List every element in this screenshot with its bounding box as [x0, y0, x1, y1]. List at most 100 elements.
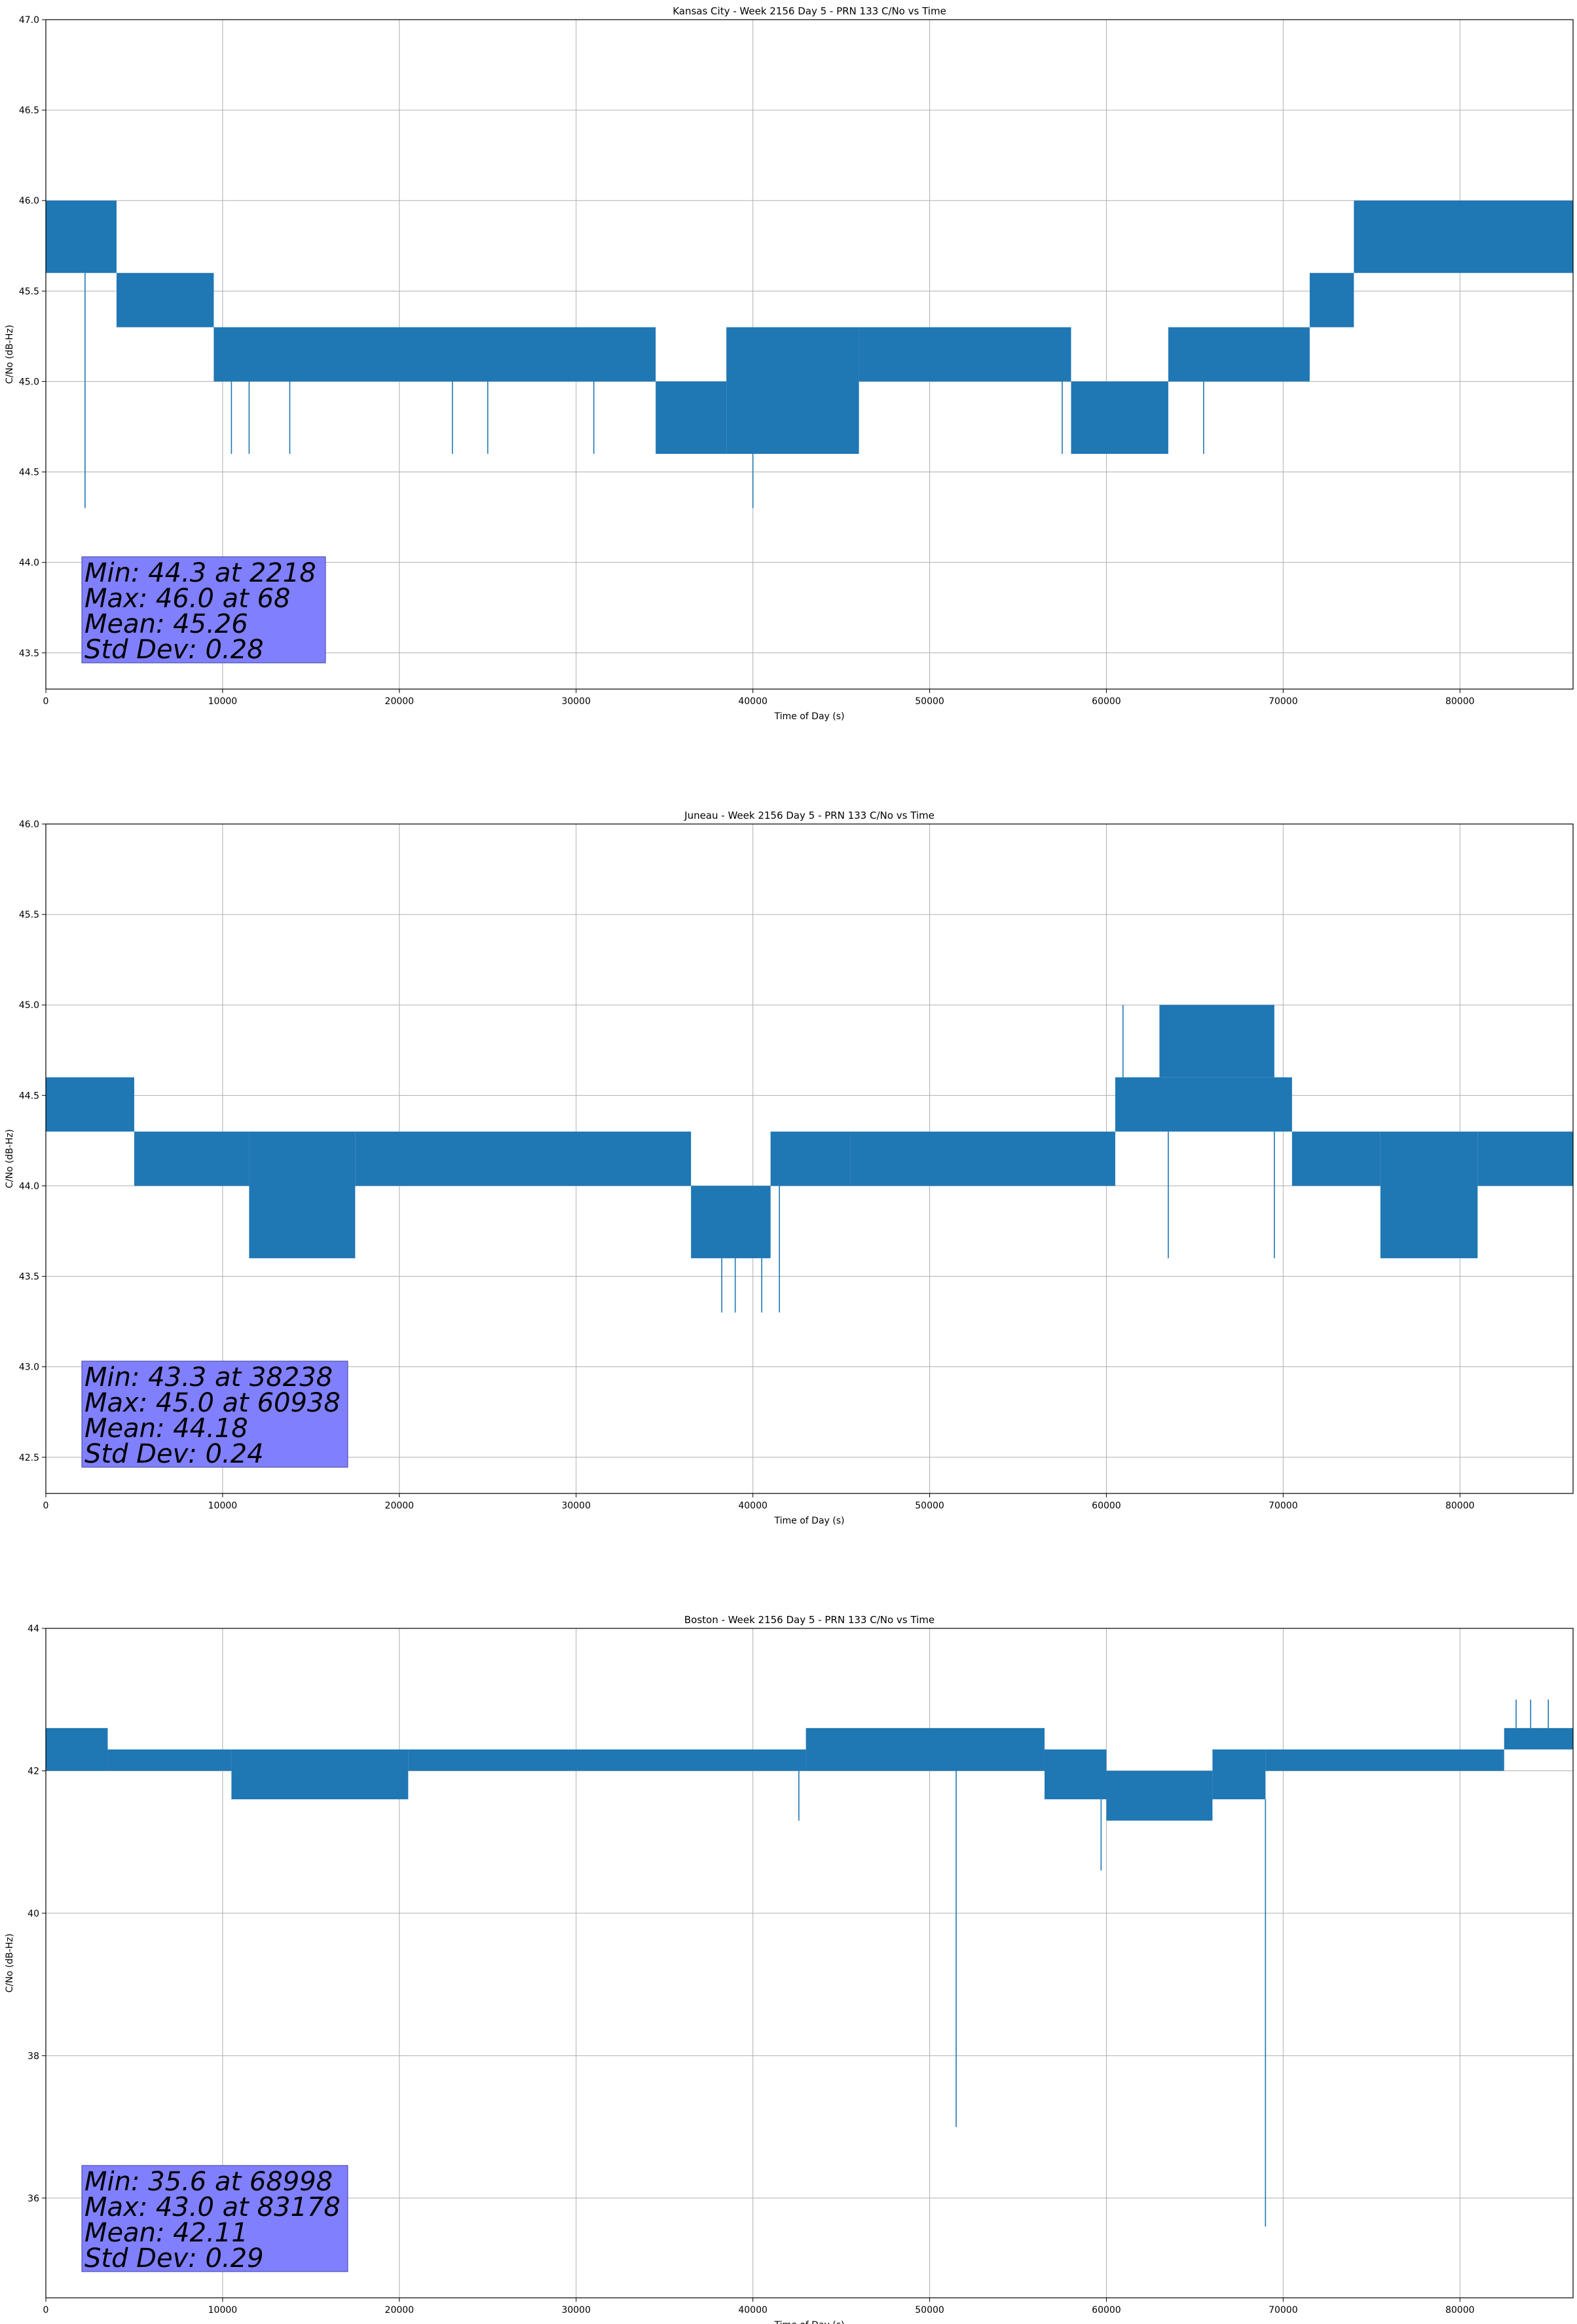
y-axis-label: C/No (dB-Hz): [5, 1934, 15, 1993]
chart-title: Boston - Week 2156 Day 5 - PRN 133 C/No …: [684, 1614, 935, 1626]
x-tick-label: 70000: [1269, 1501, 1298, 1511]
y-tick-label: 44.5: [19, 468, 39, 478]
x-tick-label: 30000: [561, 1501, 591, 1511]
x-tick-label: 20000: [385, 2305, 415, 2315]
x-tick-label: 10000: [208, 1501, 238, 1511]
x-tick-label: 50000: [915, 1501, 944, 1511]
stats-line: Std Dev: 0.29: [84, 2243, 264, 2274]
stats-line: Min: 35.6 at 68998: [84, 2167, 333, 2197]
x-tick-label: 0: [43, 1501, 49, 1511]
data-band: [850, 1131, 1115, 1186]
chart-title: Juneau - Week 2156 Day 5 - PRN 133 C/No …: [684, 810, 935, 821]
data-band: [1504, 1728, 1573, 1750]
y-tick-label: 38: [28, 2051, 39, 2061]
x-axis-label: Time of Day (s): [774, 1516, 845, 1526]
y-axis-label: C/No (dB-Hz): [5, 325, 15, 384]
data-band: [1354, 200, 1573, 273]
x-tick-label: 0: [43, 2305, 49, 2315]
stats-line: Std Dev: 0.24: [84, 1439, 264, 1469]
data-band: [1106, 1771, 1213, 1821]
data-band: [46, 1728, 108, 1771]
y-tick-label: 45.0: [19, 377, 39, 387]
axes-frame: [45, 823, 1574, 1494]
data-band: [1212, 1749, 1266, 1799]
y-axis-label: C/No (dB-Hz): [5, 1129, 15, 1188]
y-tick-label: 46.5: [19, 105, 39, 116]
data-band: [213, 327, 656, 382]
stats-box: [81, 556, 326, 664]
data-band: [1044, 1749, 1107, 1799]
data-band: [1309, 272, 1354, 328]
x-tick-label: 10000: [208, 696, 238, 707]
y-tick-label: 40: [28, 1909, 39, 1919]
x-tick-label: 20000: [385, 1501, 415, 1511]
x-tick-label: 40000: [738, 1501, 768, 1511]
y-tick-label: 44.5: [19, 1091, 39, 1101]
data-band: [691, 1186, 771, 1258]
stats-line: Mean: 45.26: [84, 609, 248, 639]
y-tick-label: 45.5: [19, 286, 39, 297]
y-tick-label: 43.5: [19, 648, 39, 659]
x-tick-label: 60000: [1092, 1501, 1121, 1511]
x-tick-label: 80000: [1445, 696, 1475, 707]
stats-line: Min: 43.3 at 38238: [84, 1362, 333, 1393]
data-band: [726, 327, 859, 454]
stats-line: Max: 45.0 at 60938: [84, 1388, 341, 1418]
x-tick-label: 80000: [1445, 2305, 1475, 2315]
data-band: [770, 1131, 851, 1186]
y-tick-label: 42: [28, 1766, 39, 1776]
x-tick-label: 30000: [561, 2305, 591, 2315]
chart-title: Kansas City - Week 2156 Day 5 - PRN 133 …: [673, 5, 946, 17]
data-band: [656, 381, 727, 454]
data-band: [231, 1749, 409, 1799]
y-tick-label: 44.0: [19, 1181, 39, 1191]
stats-line: Std Dev: 0.28: [84, 635, 264, 665]
x-tick-label: 50000: [915, 696, 944, 707]
x-tick-label: 50000: [915, 2305, 944, 2315]
y-tick-label: 44.0: [19, 558, 39, 569]
stats-line: Min: 44.3 at 2218: [84, 558, 316, 588]
data-band: [249, 1131, 356, 1258]
data-band: [1265, 1749, 1504, 1771]
data-band: [116, 272, 214, 328]
x-tick-label: 30000: [561, 696, 591, 707]
data-band: [806, 1728, 1045, 1771]
y-tick-label: 46.0: [19, 819, 39, 830]
data-band: [1291, 1131, 1381, 1186]
x-tick-label: 60000: [1092, 696, 1121, 707]
y-tick-label: 47.0: [19, 15, 39, 26]
x-tick-label: 70000: [1269, 2305, 1298, 2315]
x-tick-label: 20000: [385, 696, 415, 707]
y-tick-label: 46.0: [19, 196, 39, 206]
x-axis-label: Time of Day (s): [774, 2320, 845, 2324]
x-axis-label: Time of Day (s): [774, 711, 845, 722]
data-band: [46, 1077, 134, 1132]
data-band: [134, 1131, 250, 1186]
stats-box: [81, 1360, 348, 1468]
y-tick-label: 44: [28, 1624, 39, 1634]
y-tick-label: 42.5: [19, 1453, 39, 1463]
x-tick-label: 60000: [1092, 2305, 1121, 2315]
x-tick-label: 10000: [208, 2305, 238, 2315]
y-tick-label: 43.5: [19, 1272, 39, 1283]
y-tick-label: 45.5: [19, 910, 39, 920]
data-band: [1159, 1005, 1274, 1078]
chart-panel: 0 10000 20000 30000 40000 50000 60000 70000 8000…: [5, 5, 1574, 722]
data-band: [1071, 381, 1168, 454]
x-tick-label: 40000: [738, 696, 768, 707]
data-band: [859, 327, 1071, 382]
y-tick-label: 43.0: [19, 1362, 39, 1373]
x-tick-label: 40000: [738, 2305, 768, 2315]
axes-frame: [45, 19, 1574, 690]
data-band: [355, 1131, 692, 1186]
stats-line: Mean: 44.18: [84, 1414, 248, 1444]
data-band: [107, 1749, 232, 1771]
y-tick-label: 36: [28, 2194, 39, 2204]
stats-box: [81, 2165, 348, 2272]
x-tick-label: 70000: [1269, 696, 1298, 707]
chart-panel: 0 10000 20000 30000 40000 50000 60000 70000 8000…: [5, 1614, 1574, 2324]
data-band: [408, 1749, 806, 1771]
data-band: [1168, 327, 1310, 382]
data-band: [46, 200, 73, 273]
